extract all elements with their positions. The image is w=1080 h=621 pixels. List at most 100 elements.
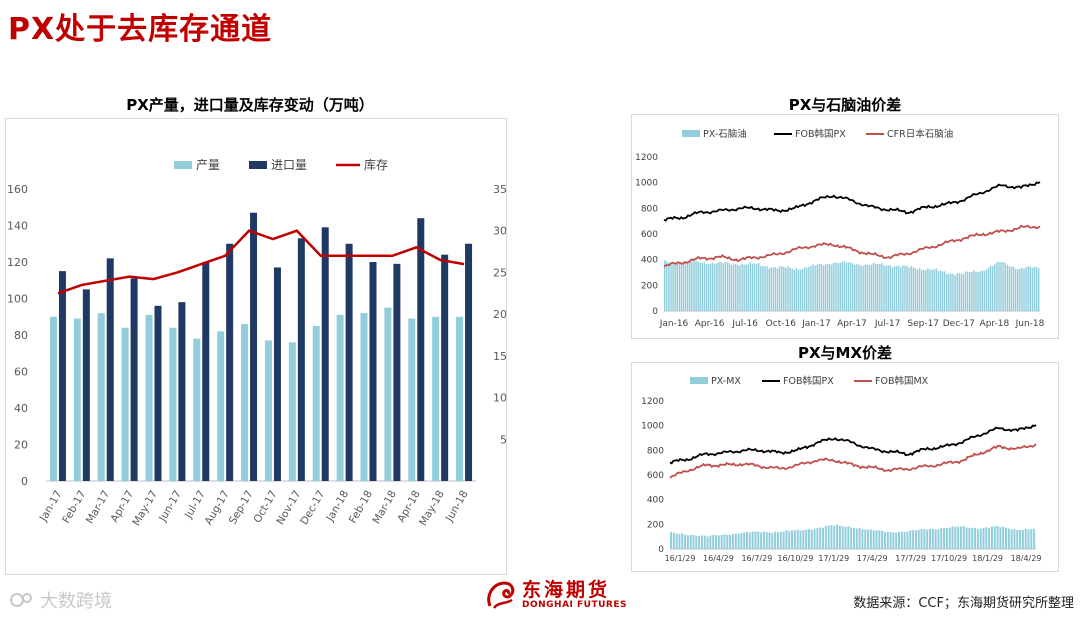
x-tick-label: Jul-16: [731, 319, 758, 329]
spread-bar: [993, 526, 996, 549]
x-tick-label: Jul-17: [182, 489, 208, 522]
spread-bar: [885, 265, 887, 311]
spread-bar: [931, 529, 934, 549]
production-bar: [456, 316, 464, 481]
spread-bar: [778, 266, 781, 311]
spread-bar: [670, 531, 672, 549]
y-left-tick-label: 140: [7, 220, 28, 233]
spread-bar: [959, 526, 962, 549]
spread-bar: [695, 260, 697, 311]
page-title: PX处于去库存通道: [8, 12, 273, 47]
spread-bar: [664, 260, 666, 311]
import-bar: [154, 305, 162, 481]
spread-bar: [771, 532, 774, 549]
spread-bar: [877, 264, 879, 311]
production-bar: [169, 327, 177, 481]
spread-bar: [712, 262, 714, 311]
legend-label-px: FOB韩国PX: [795, 128, 846, 140]
spread-bar: [722, 263, 724, 311]
spread-bar: [816, 264, 818, 311]
feedstock-price-line: [663, 224, 1041, 268]
spread-bar: [1025, 267, 1027, 311]
spread-bar: [672, 261, 674, 311]
spread-bar: [726, 534, 729, 549]
spread-bar: [933, 269, 935, 311]
y-tick-label: 1000: [635, 179, 658, 189]
y-tick-label: 200: [641, 281, 658, 291]
spread-bar: [1019, 530, 1022, 549]
left-chart-title: PX产量，进口量及库存变动（万吨）: [126, 96, 374, 114]
spread-bar: [709, 263, 712, 311]
legend-label-import: 进口量: [271, 158, 307, 172]
spread-bar: [737, 533, 740, 549]
watermark: 大数跨境: [10, 587, 112, 613]
spread-bar: [872, 262, 875, 311]
spread-bar: [909, 530, 912, 549]
spread-bar: [699, 262, 701, 311]
spread-bar: [706, 536, 709, 549]
y-tick-label: 1000: [641, 422, 664, 432]
spread-bar: [914, 268, 917, 311]
spread-bar: [1023, 268, 1025, 311]
spread-bar: [745, 264, 747, 311]
production-bar: [336, 314, 344, 481]
spread-bar: [843, 261, 846, 311]
spread-bar: [841, 261, 844, 311]
right-top-chart-title: PX与石脑油价差: [788, 96, 902, 114]
spread-bar: [1016, 530, 1019, 549]
spread-bar: [1007, 528, 1010, 549]
spread-bar: [1005, 527, 1008, 549]
spread-bar: [1008, 266, 1011, 311]
right-bottom-chart-title: PX与MX价差: [797, 344, 893, 362]
spread-bar: [1031, 267, 1034, 311]
spread-bar: [1019, 268, 1021, 311]
spread-bar: [902, 265, 904, 311]
spread-bar: [1013, 528, 1016, 549]
spread-bar: [753, 263, 756, 311]
import-bar: [465, 243, 473, 481]
spread-bar: [678, 533, 681, 549]
spread-bar: [864, 264, 866, 311]
spread-bar: [988, 527, 991, 549]
spread-bar: [714, 264, 716, 311]
spread-bar: [926, 529, 929, 549]
spread-bar: [826, 263, 829, 311]
spread-bar: [900, 267, 902, 311]
spread-bar: [964, 271, 967, 311]
x-tick-label: 17/1/29: [818, 554, 849, 563]
spread-bar: [1014, 268, 1017, 311]
spread-bar: [891, 267, 894, 311]
spread-bar: [718, 262, 720, 311]
spread-bar: [801, 269, 804, 311]
spread-bar: [770, 267, 772, 311]
legend-swatch-spread: [682, 130, 700, 137]
x-tick-label: Jan-16: [659, 319, 689, 329]
spread-bar: [968, 271, 971, 311]
spread-bar: [739, 265, 741, 311]
spread-bar: [1037, 267, 1040, 311]
spread-bar: [730, 264, 733, 311]
import-bar: [321, 227, 329, 481]
legend-label-production: 产量: [196, 158, 220, 172]
y-right-tick-label: 350: [493, 183, 506, 196]
spread-bar: [785, 267, 787, 311]
production-bar: [264, 340, 272, 481]
spread-bar: [1004, 262, 1006, 311]
spread-bar: [908, 267, 910, 311]
spread-bar: [824, 264, 827, 311]
spread-bar: [845, 262, 848, 311]
spread-bar: [878, 530, 881, 549]
spread-bar: [731, 534, 734, 549]
y-tick-label: 800: [647, 446, 664, 456]
spread-bar: [841, 526, 844, 549]
spread-bar: [855, 528, 858, 549]
spread-bar: [951, 526, 954, 549]
x-tick-label: Jun-18: [1015, 319, 1045, 329]
spread-bar: [789, 267, 791, 311]
x-tick-label: 18/4/29: [1011, 554, 1042, 563]
spread-bar: [956, 273, 958, 311]
spread-bar: [830, 525, 833, 549]
spread-bar: [707, 264, 710, 311]
spread-bar: [813, 528, 816, 549]
spread-bar: [858, 264, 860, 311]
